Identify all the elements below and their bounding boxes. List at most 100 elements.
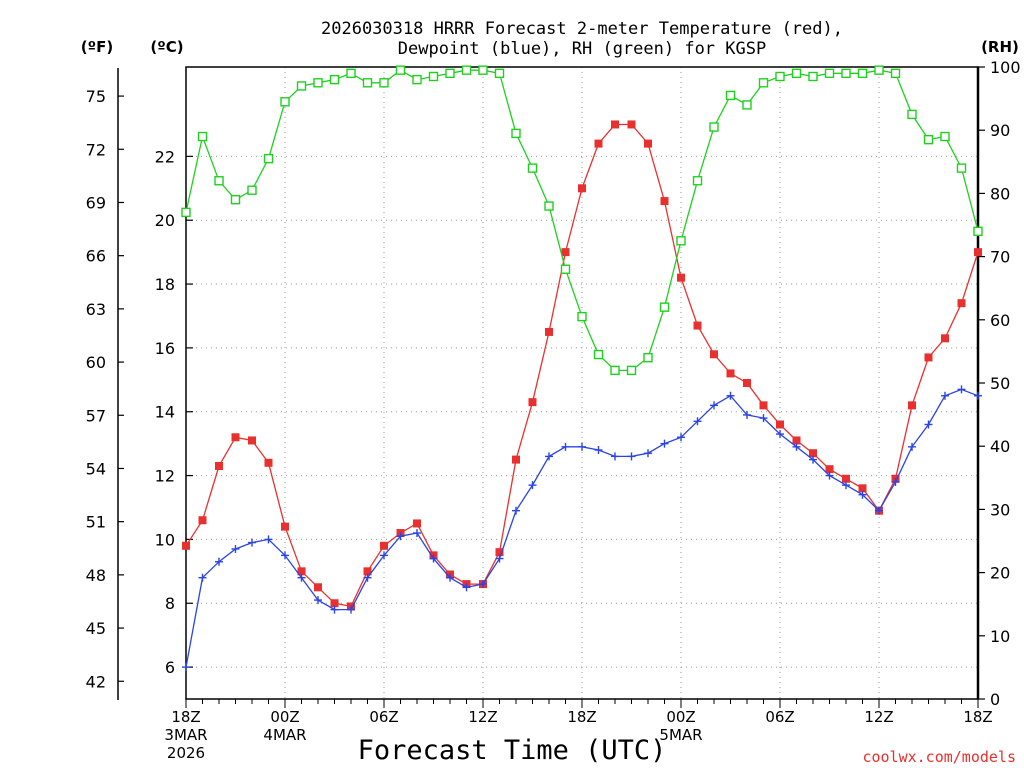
x-tick-label: 5MAR	[659, 726, 702, 744]
fahrenheit-tick-label: 63	[86, 300, 106, 319]
rh-point	[973, 226, 983, 237]
dewpoint-point	[314, 596, 322, 605]
dewpoint-point	[957, 385, 966, 394]
dewpoint-point	[924, 420, 933, 429]
temperature-point	[281, 522, 289, 531]
dewpoint-point	[264, 535, 273, 544]
rh-point	[280, 97, 290, 107]
rh-point	[230, 195, 241, 205]
temperature-point	[842, 474, 850, 483]
dewpoint-point	[809, 455, 817, 464]
rh-tick-label: 30	[990, 500, 1010, 519]
rh-point	[709, 122, 719, 132]
rh-point	[379, 78, 389, 88]
dewpoint-point	[446, 573, 454, 582]
dewpoint-point	[462, 583, 471, 592]
celsius-tick-label: 10	[155, 530, 175, 549]
rh-point	[643, 353, 653, 363]
temperature-point	[974, 248, 982, 257]
rh-tick-label: 70	[990, 248, 1010, 267]
celsius-tick-label: 8	[165, 594, 175, 613]
rh-point	[445, 68, 455, 79]
rh-point	[362, 78, 373, 88]
x-tick-label: 4MAR	[263, 726, 306, 744]
dewpoint-point	[594, 446, 603, 455]
temperature-point	[710, 350, 718, 359]
fahrenheit-tick-label: 75	[86, 87, 106, 106]
dewpoint-point	[396, 532, 405, 541]
dewpoint-point	[297, 573, 306, 582]
rh-point	[692, 176, 703, 186]
temperature-point	[677, 273, 685, 282]
temperature-point	[380, 541, 388, 550]
fahrenheit-tick-label: 45	[86, 619, 106, 638]
rh-point	[577, 311, 587, 322]
x-tick-label: 00Z	[666, 708, 695, 726]
temperature-point	[413, 519, 421, 528]
temperature-point	[941, 334, 949, 343]
temperature-point	[924, 353, 933, 362]
dewpoint-point	[974, 391, 982, 400]
dewpoint-point	[429, 554, 438, 563]
temperature-point	[594, 139, 603, 148]
temperature-point	[743, 379, 751, 387]
rh-tick-label: 20	[990, 564, 1010, 583]
fahrenheit-axis-label: (ºF)	[81, 38, 113, 56]
dewpoint-point	[710, 401, 718, 410]
dewpoint-point	[743, 410, 751, 419]
rh-tick-label: 40	[990, 437, 1010, 456]
rh-tick-label: 10	[990, 627, 1010, 646]
dewpoint-point	[545, 452, 553, 461]
temperature-point	[495, 548, 504, 557]
rh-tick-label: 90	[990, 121, 1010, 140]
temperature-line	[185, 123, 979, 608]
x-tick-label: 18Z	[567, 708, 596, 726]
celsius-tick-label: 20	[155, 211, 175, 230]
fahrenheit-tick-label: 66	[86, 247, 106, 266]
fahrenheit-tick-label: 54	[86, 459, 106, 478]
celsius-axis-label: (ºC)	[150, 38, 183, 56]
dewpoint-point	[891, 477, 900, 486]
celsius-tick-label: 16	[155, 339, 175, 358]
rh-point	[214, 176, 224, 186]
temperature-point	[231, 433, 240, 442]
rh-point	[263, 153, 274, 164]
dewpoint-point	[528, 481, 537, 490]
chart-title-line2: Dewpoint (blue), RH (green) for KGSP	[398, 39, 766, 59]
temperature-point	[792, 436, 801, 445]
temperature-point	[248, 436, 256, 445]
rh-axis-label: (RH)	[981, 38, 1019, 56]
temperature-point	[297, 567, 306, 576]
dewpoint-point	[413, 529, 421, 538]
dewpoint-point	[825, 471, 834, 480]
rh-point	[659, 302, 670, 312]
rh-point	[329, 74, 340, 85]
dewpoint-point	[858, 490, 867, 499]
dewpoint-point	[693, 417, 702, 426]
dewpoint-point	[198, 573, 207, 582]
credit-text: coolwx.com/models	[862, 748, 1016, 766]
temperature-point	[776, 420, 784, 429]
celsius-tick-label: 6	[165, 658, 175, 677]
dewpoint-point	[330, 605, 339, 614]
rh-point	[511, 128, 521, 139]
dewpoint-point	[495, 554, 504, 563]
rh-point	[857, 68, 868, 79]
temperature-point	[759, 401, 768, 410]
temperature-point	[198, 516, 207, 525]
dewpoint-point	[578, 442, 586, 451]
temperature-point	[314, 583, 322, 592]
x-tick-label: 06Z	[765, 708, 794, 726]
temperature-point	[627, 120, 636, 129]
temperature-point	[693, 321, 702, 330]
x-axis-title: Forecast Time (UTC)	[358, 735, 667, 766]
rh-tick-label: 0	[990, 690, 1000, 709]
celsius-tick-label: 12	[155, 467, 175, 486]
rh-point	[874, 65, 884, 75]
fahrenheit-tick-label: 57	[86, 406, 106, 425]
dewpoint-point	[182, 663, 190, 672]
x-tick-label: 06Z	[369, 708, 398, 726]
temperature-point	[858, 484, 867, 493]
dewpoint-point	[644, 449, 652, 458]
